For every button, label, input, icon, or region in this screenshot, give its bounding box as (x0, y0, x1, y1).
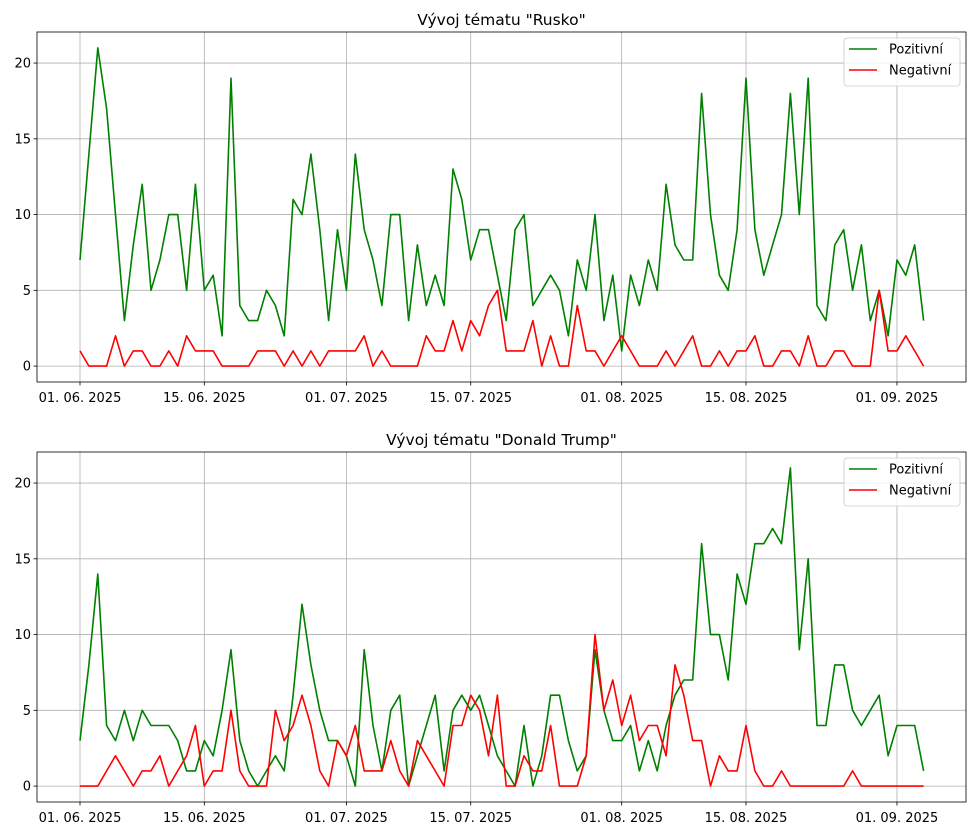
y-tick-label: 0 (23, 360, 31, 375)
legend-label: Negativní (889, 64, 952, 79)
legend-label: Pozitivní (889, 43, 943, 58)
series-line-negative (79, 289, 925, 367)
subplot-2: 01. 06. 2025 15. 06. 2025 01. 07. 2025 15. … (14, 451, 967, 826)
legend-box (843, 457, 961, 507)
x-tick-label: 15. 06. 2025 (163, 811, 246, 826)
y-tick-label: 15 (14, 132, 31, 147)
x-tick-label: 01. 08. 2025 (580, 811, 663, 826)
x-tick-label: 15. 07. 2025 (429, 811, 512, 826)
y-tick-label: 20 (14, 477, 31, 492)
axes-frame (36, 31, 967, 383)
series-line-positive (79, 47, 925, 352)
x-tick-label: 15. 07. 2025 (429, 391, 512, 406)
y-tick-label: 15 (14, 552, 31, 567)
y-tick-label: 5 (23, 284, 31, 299)
series-line-positive (79, 467, 925, 787)
y-tick-label: 10 (14, 208, 31, 223)
chart-title-donald-trump: Vývoj tématu "Donald Trump" (386, 431, 617, 449)
legend: Pozitivní Negativní (843, 37, 961, 87)
x-tick-label: 01. 06. 2025 (39, 391, 122, 406)
x-tick-label: 01. 07. 2025 (305, 391, 388, 406)
x-tick-label: 15. 06. 2025 (163, 391, 246, 406)
y-tick-label: 5 (23, 704, 31, 719)
chart-title-rusko: Vývoj tématu "Rusko" (417, 11, 585, 29)
x-tick-label: 01. 09. 2025 (856, 811, 939, 826)
legend-label: Pozitivní (889, 463, 943, 478)
legend-box (843, 37, 961, 87)
y-tick-label: 20 (14, 57, 31, 72)
x-tick-label: 15. 08. 2025 (705, 391, 788, 406)
y-tick-label: 10 (14, 628, 31, 643)
x-tick-label: 01. 09. 2025 (856, 391, 939, 406)
x-tick-label: 01. 08. 2025 (580, 391, 663, 406)
axes-frame (36, 451, 967, 803)
legend: Pozitivní Negativní (843, 457, 961, 507)
x-tick-label: 15. 08. 2025 (705, 811, 788, 826)
x-tick-label: 01. 07. 2025 (305, 811, 388, 826)
subplot-1: 01. 06. 2025 15. 06. 2025 01. 07. 2025 15. … (14, 31, 967, 406)
series-line-negative (80, 633, 924, 787)
y-tick-label: 0 (23, 780, 31, 795)
legend-label: Negativní (889, 484, 952, 499)
x-tick-label: 01. 06. 2025 (39, 811, 122, 826)
